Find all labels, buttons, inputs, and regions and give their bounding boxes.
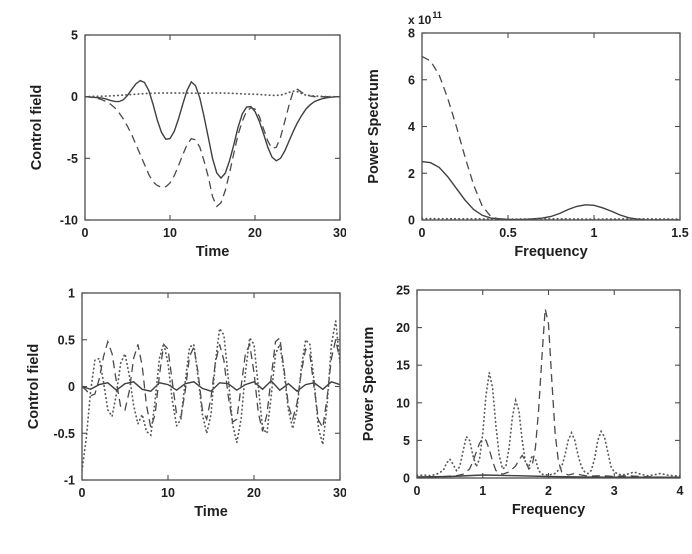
y-tick-label: 4 — [408, 120, 415, 134]
subplot-top-left-control-field: 0 10 20 30 -10 -5 0 5 Time Control field — [0, 0, 346, 277]
chart-canvas-bottom-right: 0 1 2 3 4 0 5 10 15 20 25 Frequency Power Spectrum — [361, 284, 684, 519]
y-tick-label: 0 — [408, 214, 415, 228]
series-line-solid — [82, 379, 340, 393]
y-tick-label: 0 — [71, 90, 78, 104]
x-tick-label: 20 — [248, 226, 262, 240]
y-tick-label: -5 — [67, 152, 78, 166]
subplot-bottom-left-control-field: 0 10 20 30 -1 -0.5 0 0.5 1 Time Control field — [0, 277, 346, 554]
x-axis-title: Frequency — [514, 244, 587, 260]
series-line-dashed — [82, 336, 340, 432]
x-tick-label: 3 — [611, 484, 618, 498]
x-tick-label: 0.5 — [499, 226, 516, 240]
series-line-dashed — [85, 88, 340, 208]
subplot-bottom-right-power-spectrum: 0 1 2 3 4 0 5 10 15 20 25 Frequency Power Spectrum — [346, 277, 692, 554]
series-line-dashed — [422, 55, 680, 220]
chart-canvas-top-right: 0 0.5 1 1.5 0 2 4 6 8 Frequency Power Spectrum x 10… — [366, 10, 689, 260]
y-tick-label: 0 — [68, 380, 75, 394]
x-tick-label: 0 — [79, 486, 86, 500]
x-axis-title: Time — [194, 504, 228, 520]
x-tick-label: 0 — [82, 226, 89, 240]
x-tick-label: 4 — [677, 484, 684, 498]
chart-canvas-bottom-left: 0 10 20 30 -1 -0.5 0 0.5 1 Time Control field — [26, 287, 346, 521]
subplot-top-right-power-spectrum: 0 0.5 1 1.5 0 2 4 6 8 Frequency Power Spectrum x 10… — [346, 0, 692, 277]
x-tick-label: 30 — [333, 226, 346, 240]
y-tick-label: 5 — [71, 29, 78, 43]
x-tick-label: 10 — [161, 486, 175, 500]
y-tick-label: 8 — [408, 27, 415, 41]
series-line-dotted — [85, 90, 340, 98]
y-tick-label: -10 — [60, 214, 78, 228]
y-axis-title: Power Spectrum — [366, 69, 382, 183]
y-tick-label: -0.5 — [53, 427, 75, 441]
x-tick-label: 2 — [545, 484, 552, 498]
chart-canvas-top-left: 0 10 20 30 -10 -5 0 5 Time Control field — [29, 29, 346, 261]
series-line-solid — [85, 79, 340, 180]
y-tick-label: 10 — [396, 396, 410, 410]
series-line-dotted — [82, 320, 340, 472]
y-tick-label: 2 — [408, 167, 415, 181]
y-scale-multiplier-label: x 1011 — [408, 10, 442, 27]
y-tick-label: 1 — [68, 287, 75, 301]
x-tick-label: 1.5 — [671, 226, 688, 240]
series-line-dashed — [417, 308, 680, 478]
y-tick-label: 0 — [403, 472, 410, 486]
y-tick-label: 5 — [403, 434, 410, 448]
axes-box — [421, 32, 681, 221]
series-line-dotted — [417, 372, 680, 477]
x-tick-label: 10 — [163, 226, 177, 240]
y-tick-label: 20 — [396, 321, 410, 335]
y-tick-label: 25 — [396, 284, 410, 298]
x-axis-title: Time — [196, 244, 230, 260]
x-tick-label: 20 — [247, 486, 261, 500]
x-tick-label: 1 — [591, 226, 598, 240]
series-line-solid — [422, 160, 680, 220]
axes-box — [416, 289, 681, 479]
x-axis-title: Frequency — [512, 502, 585, 518]
x-tick-label: 30 — [333, 486, 346, 500]
y-axis-title: Power Spectrum — [361, 327, 377, 441]
y-axis-title: Control field — [29, 85, 45, 170]
y-tick-label: 6 — [408, 73, 415, 87]
y-tick-label: -1 — [64, 474, 75, 488]
axes-box — [84, 34, 341, 221]
x-tick-label: 0 — [414, 484, 421, 498]
x-tick-label: 0 — [419, 226, 426, 240]
y-axis-title: Control field — [26, 344, 42, 429]
x-tick-label: 1 — [479, 484, 486, 498]
y-tick-label: 0.5 — [58, 333, 75, 347]
y-tick-label: 15 — [396, 359, 410, 373]
